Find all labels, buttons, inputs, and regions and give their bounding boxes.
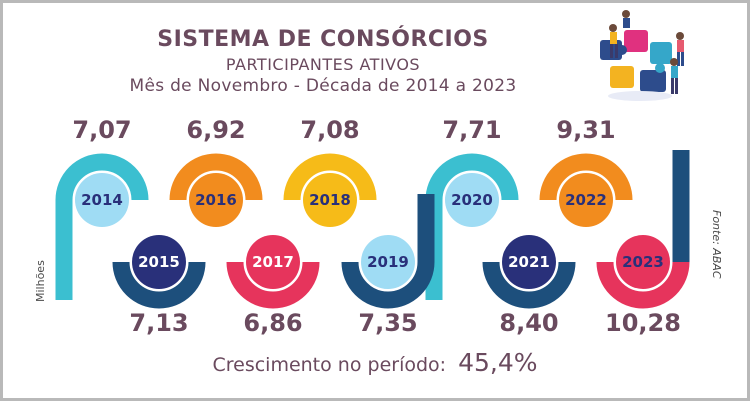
year-label-2023: 2023 — [622, 253, 664, 271]
growth-text: Crescimento no período: 45,4% — [212, 348, 537, 377]
value-label-2016: 6,92 — [186, 116, 245, 144]
ribbon-arc-2023 — [596, 261, 690, 309]
year-circle-2017 — [246, 235, 300, 289]
growth-label: Crescimento no período: — [212, 354, 446, 376]
value-label-2017: 6,86 — [243, 309, 302, 337]
year-circle-2018 — [303, 173, 357, 227]
chart-period: Mês de Novembro - Década de 2014 a 2023 — [129, 76, 517, 96]
year-label-2022: 2022 — [565, 191, 607, 209]
year-circle-2022 — [559, 173, 613, 227]
ribbon-arc-2016 — [169, 153, 263, 201]
growth-value: 45,4% — [458, 348, 537, 377]
chart-subtitle: PARTICIPANTES ATIVOS — [225, 55, 421, 74]
ribbon-arc-2017 — [226, 261, 320, 309]
value-label-2020: 7,71 — [442, 116, 501, 144]
year-circle-2021 — [502, 235, 556, 289]
year-circle-2019 — [361, 235, 415, 289]
year-label-2014: 2014 — [81, 191, 123, 209]
ribbon-arc-2019 — [341, 261, 435, 309]
year-label-2021: 2021 — [508, 253, 550, 271]
year-label-2016: 2016 — [195, 191, 237, 209]
value-label-2023: 10,28 — [605, 309, 681, 337]
year-label-2015: 2015 — [138, 253, 180, 271]
year-label-2018: 2018 — [309, 191, 351, 209]
year-label-2019: 2019 — [367, 253, 409, 271]
ribbon-arc-2015 — [112, 261, 206, 309]
value-label-2014: 7,07 — [72, 116, 131, 144]
value-label-2018: 7,08 — [300, 116, 359, 144]
ribbon-arc-2021 — [482, 261, 576, 309]
chart-title: SISTEMA DE CONSÓRCIOS — [157, 27, 489, 52]
year-circle-2015 — [132, 235, 186, 289]
ribbon-arc-2018 — [283, 153, 377, 201]
year-label-2017: 2017 — [252, 253, 294, 271]
y-axis-label: Milhões — [34, 260, 47, 302]
value-label-2019: 7,35 — [358, 309, 417, 337]
ribbon-arc-2022 — [539, 153, 633, 201]
ribbon-arc-2014 — [55, 153, 149, 201]
ribbon-arc-2020 — [425, 153, 519, 201]
year-circle-2020 — [445, 173, 499, 227]
puzzle-team-icon — [600, 10, 684, 101]
year-circle-2023 — [616, 235, 670, 289]
source-label: Fonte: ABAC — [710, 210, 723, 279]
year-label-2020: 2020 — [451, 191, 493, 209]
year-circle-2014 — [75, 173, 129, 227]
value-label-2015: 7,13 — [129, 309, 188, 337]
year-circle-2016 — [189, 173, 243, 227]
value-label-2021: 8,40 — [499, 309, 558, 337]
value-label-2022: 9,31 — [556, 116, 615, 144]
